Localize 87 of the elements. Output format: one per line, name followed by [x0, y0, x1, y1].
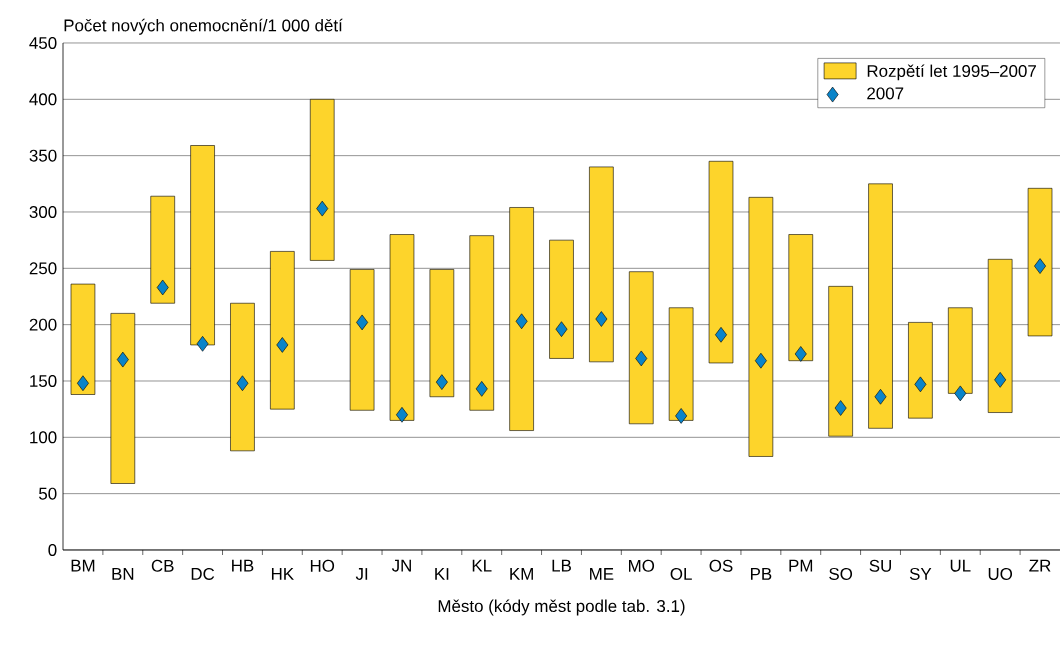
point	[635, 350, 648, 367]
point	[994, 372, 1007, 388]
point	[475, 381, 488, 397]
y-tick-label: 400	[29, 93, 57, 106]
x-tick-label: KI	[435, 568, 449, 580]
point	[715, 326, 727, 343]
y-tick-label: 350	[29, 149, 57, 162]
bar	[589, 166, 614, 363]
point	[236, 375, 249, 392]
x-tick-label: ZR	[1029, 559, 1051, 572]
bar	[908, 322, 933, 419]
point	[914, 376, 927, 393]
bar	[389, 234, 415, 421]
point	[196, 336, 209, 352]
x-tick-label: OL	[670, 567, 692, 580]
x-tick-label: SO	[829, 567, 853, 580]
legend-label: Rozpětí let 1995–2007	[867, 64, 1036, 81]
x-tick-label: DC	[191, 567, 215, 580]
bar	[150, 195, 175, 304]
point	[77, 375, 89, 392]
y-tick-label: 250	[29, 262, 57, 275]
x-tick-label: HB	[232, 559, 254, 572]
x-tick-label: CB	[151, 559, 174, 572]
bar	[708, 160, 734, 364]
x-tick-label: KL	[472, 559, 492, 572]
x-tick-label: MO	[629, 559, 655, 572]
bar	[110, 313, 136, 484]
x-tick-label: HO	[310, 559, 335, 572]
point	[834, 400, 847, 416]
point	[675, 408, 688, 424]
bar	[509, 207, 534, 431]
point	[435, 374, 448, 390]
x-tick-label: UO	[988, 567, 1013, 580]
y-tick-label: 100	[30, 431, 57, 444]
x-tick-label: PB	[750, 568, 772, 580]
point	[874, 388, 887, 405]
y-tick-label: 0	[48, 543, 57, 556]
point	[396, 406, 408, 423]
bar	[349, 269, 375, 411]
x-tick-label: SU	[869, 559, 891, 572]
y-tick-label: 200	[29, 318, 57, 331]
bar	[309, 99, 335, 261]
bar	[628, 271, 654, 425]
point	[515, 313, 528, 330]
x-tick-label: OS	[709, 559, 733, 572]
point	[794, 346, 807, 362]
y-tick-label: 50	[39, 487, 57, 500]
x-tick-label: SY	[909, 567, 932, 580]
x-tick-label: UL	[950, 559, 971, 572]
x-tick-label: ME	[590, 568, 614, 580]
bar	[668, 307, 694, 421]
x-tick-label: JN	[391, 559, 411, 572]
point	[316, 200, 329, 217]
bar	[270, 251, 295, 410]
point	[356, 314, 369, 331]
bar	[748, 197, 774, 457]
y-axis-title: Počet nových onemocnění/1 000 dětí	[64, 18, 343, 35]
bar	[828, 286, 853, 437]
point	[276, 337, 289, 353]
legend-label: 2007	[867, 87, 904, 100]
bar	[429, 269, 455, 398]
bar	[230, 302, 255, 452]
x-tick-label: LB	[552, 559, 571, 572]
x-tick-label: HK	[271, 568, 294, 580]
x-tick-label: BM	[71, 559, 95, 572]
bar	[549, 239, 574, 359]
bar	[1027, 188, 1053, 337]
point	[555, 321, 568, 337]
bar	[70, 283, 96, 395]
point	[595, 311, 608, 327]
point	[1034, 258, 1046, 274]
y-tick-label: 300	[29, 205, 57, 218]
point	[116, 351, 129, 368]
point	[156, 279, 169, 296]
y-tick-label: 450	[29, 36, 57, 49]
point	[754, 352, 767, 369]
point	[954, 385, 967, 402]
bar	[469, 235, 494, 411]
bar	[987, 259, 1013, 413]
bar	[788, 234, 814, 361]
x-tick-label: BN	[112, 568, 134, 580]
y-tick-label: 150	[30, 374, 57, 387]
x-tick-label: PM	[789, 559, 813, 572]
bar	[868, 183, 893, 429]
x-tick-label: KM	[510, 568, 533, 580]
x-axis-title: Město (kódy měst podle tab. 3.1)	[438, 599, 685, 616]
x-tick-label: JI	[355, 568, 368, 580]
